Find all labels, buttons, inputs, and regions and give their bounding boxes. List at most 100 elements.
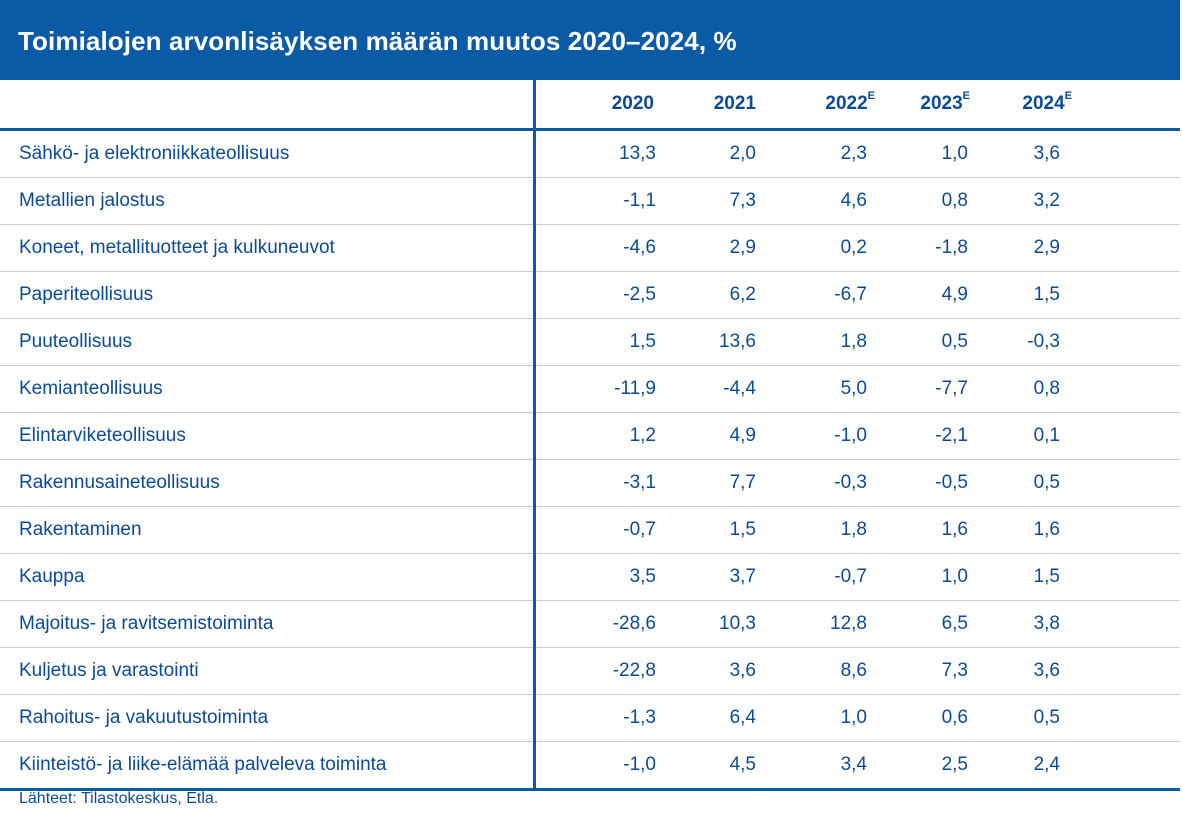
value-cell: 1,8: [776, 506, 880, 554]
row-filler: [1074, 600, 1180, 648]
row-label: Puuteollisuus: [0, 318, 536, 366]
value-cell: 4,5: [660, 741, 776, 791]
table-row: Rakennusaineteollisuus -3,1 7,7 -0,3 -0,5 0,5: [0, 459, 1180, 507]
column-header-2024: 2024E: [970, 80, 1074, 131]
row-filler: [1074, 412, 1180, 460]
value-cell: 3,5: [534, 553, 660, 601]
value-cell: -22,8: [534, 647, 660, 695]
value-cell: 6,2: [660, 271, 776, 319]
table-row: Kauppa 3,5 3,7 -0,7 1,0 1,5: [0, 553, 1180, 601]
value-cell: -11,9: [534, 365, 660, 413]
value-cell: 8,6: [776, 647, 880, 695]
value-cell: 0,8: [880, 177, 970, 225]
header-filler: [1074, 80, 1180, 131]
value-cell: -0,3: [776, 459, 880, 507]
row-filler: [1074, 647, 1180, 695]
value-cell: 1,2: [534, 412, 660, 460]
value-cell: 3,4: [776, 741, 880, 791]
value-cell: -1,3: [534, 694, 660, 742]
table-row: Sähkö- ja elektroniikkateollisuus 13,3 2,0…: [0, 129, 1180, 178]
row-filler: [1074, 553, 1180, 601]
column-header-2020: 2020: [534, 80, 660, 131]
table-row: Koneet, metallituotteet ja kulkuneuvot -4…: [0, 224, 1180, 272]
table-row: Rakentaminen -0,7 1,5 1,8 1,6 1,6: [0, 506, 1180, 554]
value-cell: 4,6: [776, 177, 880, 225]
value-cell: -1,0: [534, 741, 660, 791]
row-label: Rakennusaineteollisuus: [0, 459, 536, 507]
value-cell: -2,5: [534, 271, 660, 319]
column-header-2021: 2021: [660, 80, 776, 131]
value-cell: 7,7: [660, 459, 776, 507]
value-cell: -0,5: [880, 459, 970, 507]
value-cell: 2,4: [970, 741, 1074, 791]
value-cell: 5,0: [776, 365, 880, 413]
value-cell: 1,8: [776, 318, 880, 366]
column-year: 2023: [920, 93, 963, 114]
value-cell: -6,7: [776, 271, 880, 319]
value-cell: 1,5: [970, 553, 1074, 601]
table-row: Elintarviketeollisuus 1,2 4,9 -1,0 -2,1 0,1: [0, 412, 1180, 460]
value-cell: 0,5: [970, 459, 1074, 507]
row-label: Majoitus- ja ravitsemistoiminta: [0, 600, 536, 648]
table-row: Kuljetus ja varastointi -22,8 3,6 8,6 7,3 3,6: [0, 647, 1180, 695]
value-cell: 1,5: [970, 271, 1074, 319]
row-label: Rahoitus- ja vakuutustoiminta: [0, 694, 536, 742]
row-filler: [1074, 224, 1180, 272]
row-label: Kemianteollisuus: [0, 365, 536, 413]
title-bar: Toimialojen arvonlisäyksen määrän muutos…: [0, 0, 1180, 80]
row-filler: [1074, 365, 1180, 413]
row-filler: [1074, 741, 1180, 791]
value-cell: 2,9: [660, 224, 776, 272]
row-label: Paperiteollisuus: [0, 271, 536, 319]
header-row: 2020 2021 2022E 2023E 2024E: [0, 80, 1180, 131]
table-row: Metallien jalostus -1,1 7,3 4,6 0,8 3,2: [0, 177, 1180, 225]
value-cell: -4,6: [534, 224, 660, 272]
value-cell: 1,0: [776, 694, 880, 742]
row-label: Koneet, metallituotteet ja kulkuneuvot: [0, 224, 536, 272]
row-filler: [1074, 177, 1180, 225]
value-cell: 6,4: [660, 694, 776, 742]
column-year: 2024: [1022, 93, 1065, 114]
table-body: Sähkö- ja elektroniikkateollisuus 13,3 2,0…: [0, 129, 1180, 791]
row-filler: [1074, 694, 1180, 742]
row-label: Metallien jalostus: [0, 177, 536, 225]
value-cell: 1,6: [970, 506, 1074, 554]
estimate-marker: E: [867, 90, 875, 102]
value-cell: 3,7: [660, 553, 776, 601]
value-cell: -0,7: [776, 553, 880, 601]
row-label: Kuljetus ja varastointi: [0, 647, 536, 695]
value-cell: 3,6: [970, 647, 1074, 695]
value-cell: -28,6: [534, 600, 660, 648]
table-row: Kiinteistö- ja liike-elämää palveleva to…: [0, 741, 1180, 791]
value-cell: -0,3: [970, 318, 1074, 366]
table-row: Rahoitus- ja vakuutustoiminta -1,3 6,4 1,0 0…: [0, 694, 1180, 742]
value-cell: 4,9: [880, 271, 970, 319]
value-cell: 0,5: [880, 318, 970, 366]
header-label-cell: [0, 80, 536, 131]
value-cell: 7,3: [660, 177, 776, 225]
row-filler: [1074, 459, 1180, 507]
value-cell: 1,5: [660, 506, 776, 554]
table-row: Puuteollisuus 1,5 13,6 1,8 0,5 -0,3: [0, 318, 1180, 366]
value-cell: 2,9: [970, 224, 1074, 272]
row-label: Sähkö- ja elektroniikkateollisuus: [0, 129, 536, 178]
value-cell: 0,2: [776, 224, 880, 272]
value-cell: 2,5: [880, 741, 970, 791]
value-cell: 4,9: [660, 412, 776, 460]
row-filler: [1074, 271, 1180, 319]
value-cell: 12,8: [776, 600, 880, 648]
value-cell: 1,5: [534, 318, 660, 366]
value-cell: 0,8: [970, 365, 1074, 413]
column-year: 2022: [825, 93, 868, 114]
value-cell: 13,3: [534, 129, 660, 178]
table-title: Toimialojen arvonlisäyksen määrän muutos…: [18, 26, 737, 56]
value-cell: 2,3: [776, 129, 880, 178]
value-cell: -1,1: [534, 177, 660, 225]
value-cell: 1,0: [880, 553, 970, 601]
value-cell: -0,7: [534, 506, 660, 554]
value-cell: 3,6: [660, 647, 776, 695]
column-year: 2021: [713, 93, 756, 114]
data-table: 2020 2021 2022E 2023E 2024E Sähkö- ja elektr…: [0, 80, 1180, 791]
value-cell: 10,3: [660, 600, 776, 648]
row-label: Kiinteistö- ja liike-elämää palveleva to…: [0, 741, 536, 791]
